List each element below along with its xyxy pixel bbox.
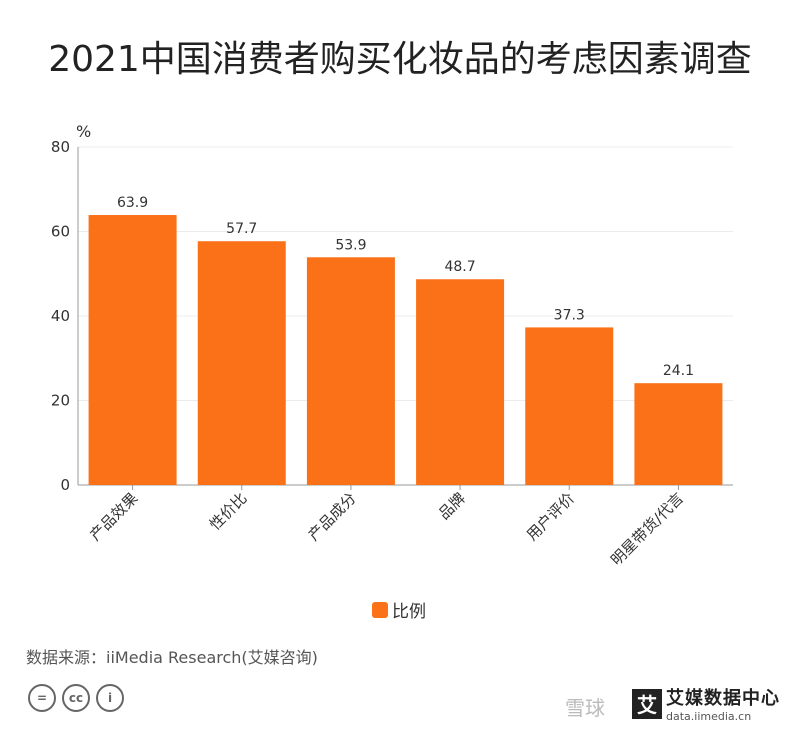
data-label: 53.9 <box>335 237 366 253</box>
brand-logo: 艾 艾媒数据中心 data.iimedia.cn <box>632 684 780 723</box>
bar <box>525 327 614 485</box>
bar <box>306 257 395 485</box>
y-tick-label: 40 <box>51 307 70 325</box>
bar <box>634 383 723 485</box>
no-derivatives-icon: = <box>28 684 56 712</box>
x-tick-label: 用户评价 <box>523 489 578 544</box>
creative-commons-icon: cc <box>62 684 90 712</box>
logo-url: data.iimedia.cn <box>666 710 752 723</box>
y-tick-label: 20 <box>51 392 70 410</box>
chart-title: 2021中国消费者购买化妆品的考虑因素调查 <box>48 39 752 80</box>
y-tick-label: 80 <box>51 138 70 156</box>
x-tick-label: 产品成分 <box>305 489 360 544</box>
data-label: 48.7 <box>444 259 475 275</box>
data-source: 数据来源：iiMedia Research(艾媒咨询) <box>26 648 318 667</box>
y-tick-label: 0 <box>60 476 70 494</box>
logo-mark-icon: 艾 <box>632 688 662 719</box>
legend-swatch <box>372 601 388 618</box>
x-tick-label: 品牌 <box>435 489 469 523</box>
bar <box>88 215 177 485</box>
x-tick-label: 性价比 <box>206 489 251 534</box>
y-tick-label: 60 <box>51 223 70 241</box>
y-axis-label: % <box>76 122 91 141</box>
watermark: 雪球 <box>565 696 605 720</box>
license-icons: = cc i <box>28 684 124 712</box>
x-tick-label: 产品效果 <box>86 489 141 544</box>
bar-chart: 0 20 40 60 80% 63.9 产品效果 57.7 性价比 53.9 产品成分 48.7 品牌 3… <box>51 122 733 569</box>
data-label: 57.7 <box>226 221 257 237</box>
attribution-icon: i <box>96 684 124 712</box>
bar <box>416 279 505 485</box>
x-tick-label: 明星带货/代言 <box>607 489 687 569</box>
data-label: 24.1 <box>663 363 694 379</box>
legend[interactable]: 比例 <box>372 597 426 622</box>
logo-name: 艾媒数据中心 <box>666 688 780 709</box>
legend-label: 比例 <box>392 602 426 622</box>
data-label: 63.9 <box>117 195 148 211</box>
data-label: 37.3 <box>554 307 585 323</box>
bar <box>197 241 286 485</box>
